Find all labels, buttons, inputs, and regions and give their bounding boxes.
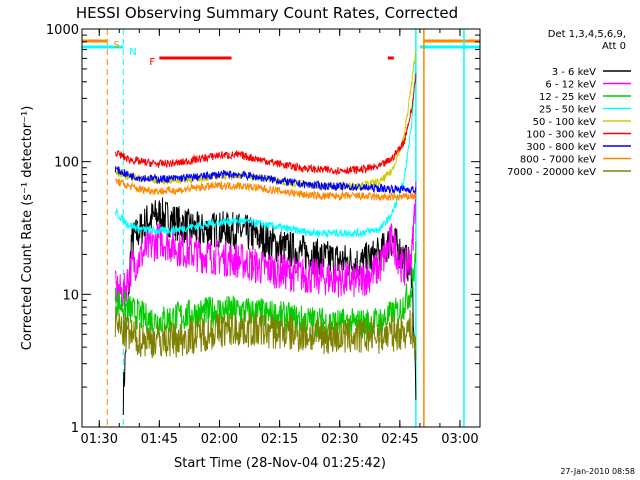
flag-label-s: S [113, 40, 119, 51]
x-tick-label: 02:00 [201, 432, 238, 447]
legend-entry-label: 6 - 12 keV [545, 80, 596, 91]
series-line-6 [114, 165, 417, 195]
series-line-2 [114, 242, 417, 340]
chart-title: HESSI Observing Summary Count Rates, Cor… [76, 4, 458, 22]
legend-entry-label: 50 - 100 keV [533, 117, 597, 128]
legend-entry-label: 300 - 800 keV [526, 142, 596, 153]
legend: Det 1,3,4,5,6,9,Att 0 3 - 6 keV 6 - 12 keV… [507, 29, 631, 178]
series-line-1 [114, 181, 417, 309]
axes: 01:30 01:45 02:00 02:15 02:30 02:45 03:00 1 10 10… [46, 23, 481, 447]
footer-date: 27-Jan-2010 08:58 [560, 467, 635, 476]
legend-entry-label: 3 - 6 keV [552, 67, 596, 78]
x-tick-label: 02:15 [261, 432, 298, 447]
series-line-8 [114, 306, 417, 360]
x-tick-label: 01:30 [81, 432, 118, 447]
x-tick-label: 02:30 [321, 432, 358, 447]
legend-header-line: Det 1,3,4,5,6,9, [548, 29, 626, 40]
legend-entry-label: 100 - 300 keV [526, 130, 596, 141]
x-tick-label: 02:45 [381, 432, 418, 447]
y-tick-label: 1000 [46, 23, 79, 38]
x-axis-label: Start Time (28-Nov-04 01:25:42) [174, 456, 386, 471]
series-line-7 [114, 177, 416, 202]
flag-label-f: F [149, 57, 155, 68]
legend-entry-label: 25 - 50 keV [539, 105, 596, 116]
x-tick-label: 03:00 [441, 432, 478, 447]
legend-entry-label: 7000 - 20000 keV [507, 167, 596, 178]
x-tick-label: 01:45 [141, 432, 178, 447]
y-tick-label: 100 [54, 156, 79, 171]
y-axis-label: Corrected Count Rate (s⁻¹ detector⁻¹) [20, 106, 35, 351]
flag-label-n: N [129, 47, 136, 58]
legend-header-line: Att 0 [602, 41, 626, 52]
series-line-5 [114, 73, 417, 175]
legend-entry-label: 800 - 7000 keV [520, 155, 596, 166]
plot-area: SN F [82, 29, 480, 427]
legend-entry-label: 12 - 25 keV [539, 92, 596, 103]
series-line-3 [114, 59, 417, 239]
y-tick-label: 10 [62, 288, 79, 303]
plot-frame [81, 28, 481, 428]
y-tick-label: 1 [71, 421, 79, 436]
